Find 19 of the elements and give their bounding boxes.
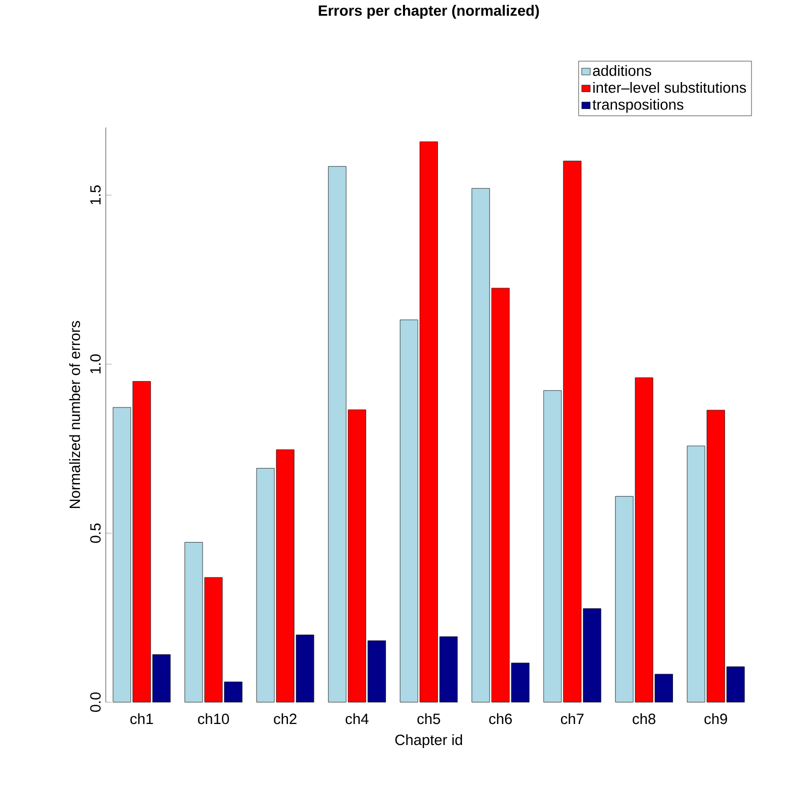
chart-title: Errors per chapter (normalized) — [318, 4, 539, 19]
x-tick-label: ch5 — [417, 713, 440, 724]
x-tick-label: ch10 — [198, 713, 229, 724]
y-axis-title: Normalized number of errors — [69, 321, 80, 508]
x-axis-title: Chapter id — [395, 734, 462, 748]
x-tick-label: ch4 — [346, 713, 368, 724]
x-tick-label: ch1 — [130, 713, 153, 724]
x-tick-label: ch8 — [632, 713, 656, 724]
x-tick-label: ch9 — [704, 713, 727, 724]
y-tick-label: 1.0 — [90, 354, 101, 374]
legend-label: inter–level substitutions — [593, 82, 746, 93]
y-tick-label: 1.5 — [90, 185, 101, 204]
y-tick-label: 0.0 — [90, 692, 101, 712]
y-tick-label: 0.5 — [90, 523, 101, 543]
legend-label: transpositions — [592, 98, 684, 113]
x-tick-label: ch7 — [560, 713, 584, 724]
x-tick-label: ch2 — [274, 713, 296, 724]
x-tick-label: ch6 — [489, 713, 512, 724]
legend-label: additions — [592, 65, 652, 76]
